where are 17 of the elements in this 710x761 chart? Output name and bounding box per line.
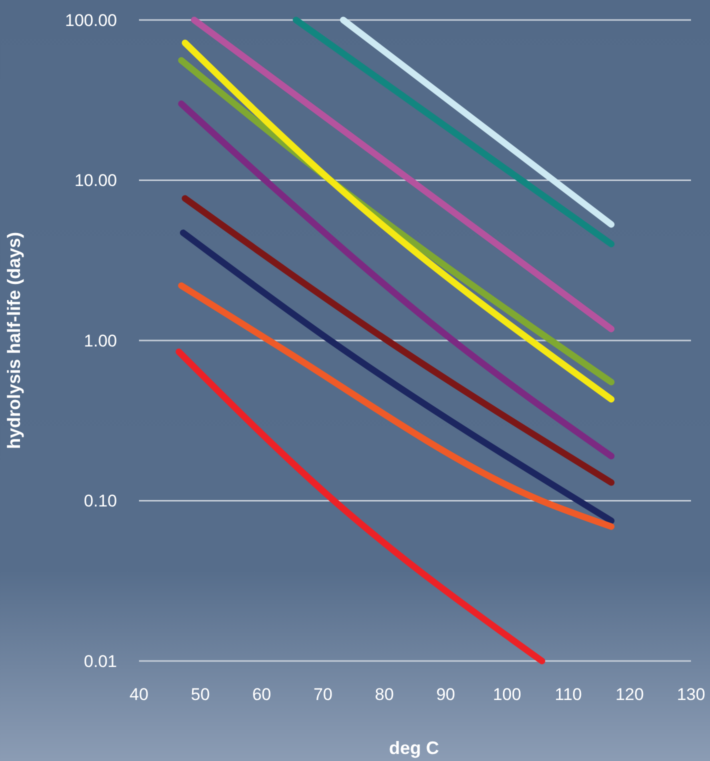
- x-tick-label: 80: [374, 685, 394, 704]
- x-tick-label: 130: [676, 685, 706, 704]
- x-tick-label: 50: [190, 685, 210, 704]
- x-tick-label: 90: [436, 685, 456, 704]
- y-tick-label: 1.00: [84, 331, 117, 350]
- x-tick-label: 60: [252, 685, 272, 704]
- y-tick-label: 0.01: [84, 652, 117, 671]
- x-tick-label: 70: [314, 685, 332, 704]
- y-tick-label: 100.00: [65, 10, 117, 30]
- x-axis-title: deg C: [388, 738, 440, 758]
- x-tick-label: 100: [492, 685, 522, 704]
- y-tick-label: 0.10: [84, 492, 117, 511]
- x-tick-label: 40: [130, 685, 148, 704]
- y-axis-title: hydrolysis half-life (days): [4, 232, 24, 450]
- y-tick-label: 10.00: [74, 171, 117, 190]
- x-tick-label: 120: [615, 685, 644, 704]
- x-tick-label: 110: [554, 685, 582, 704]
